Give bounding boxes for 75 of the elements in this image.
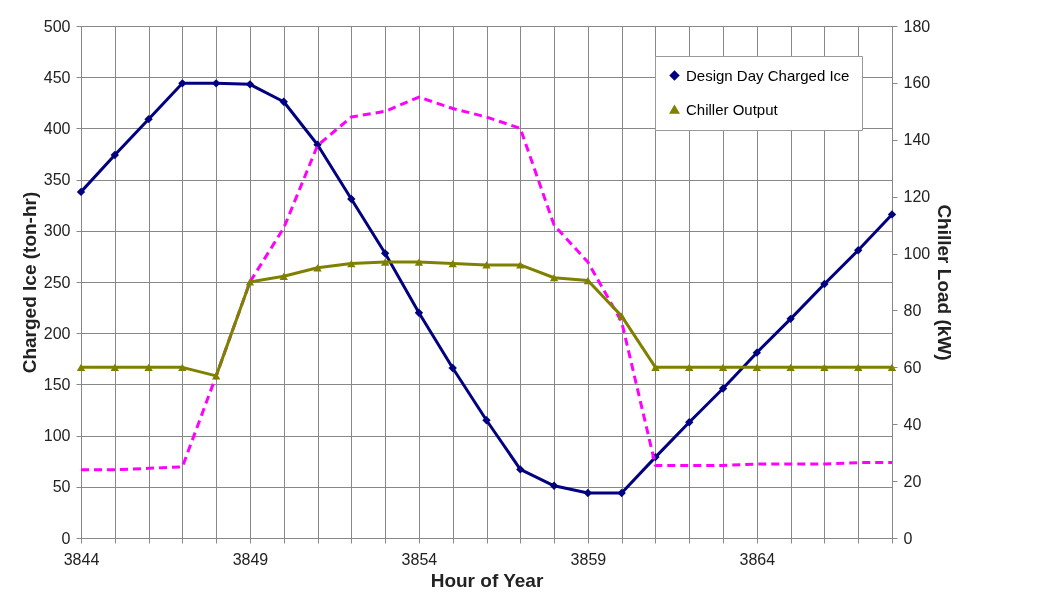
point [279,272,288,280]
y-tick-label: 150 [43,375,71,393]
y-tick-label: 350 [43,171,71,189]
y2-tick-label: 0 [903,529,913,547]
x-tick-label: 3864 [739,550,776,568]
point [854,363,863,371]
point [516,261,525,269]
y2-axis-title: Chiller Load (kW) [934,204,956,361]
point [482,416,491,425]
point [313,264,322,272]
y-axis-title: Charged Ice (ton-hr) [18,191,40,374]
point [448,259,457,268]
y2-tick-label: 60 [903,358,922,376]
point [651,363,660,371]
point [110,150,119,160]
x-tick-label: 3854 [401,550,438,568]
point [887,363,897,371]
y-tick-label: 0 [61,529,71,547]
y2-tick-label: 120 [903,188,931,206]
point [718,363,728,371]
point [245,278,255,286]
point [685,363,694,371]
point [380,258,390,266]
y2-tick-label: 40 [903,415,922,433]
y2-tick-label: 20 [903,472,922,490]
y-tick-label: 450 [43,68,71,86]
point [854,246,863,255]
point [617,312,626,320]
point [786,363,795,371]
point [887,210,897,219]
point [516,465,525,474]
point [245,80,255,89]
point [279,97,288,106]
point [347,194,356,204]
y2-tick-label: 180 [903,17,931,35]
y-tick-label: 100 [43,427,71,445]
x-tick-label: 3844 [63,550,100,568]
y-tick-label: 200 [43,324,71,342]
point [144,115,153,124]
point [482,261,491,269]
x-axis-title: Hour of Year [430,569,544,591]
point [685,418,694,427]
point [144,363,153,371]
legend-label: Chiller Output [686,100,779,118]
point [820,363,829,371]
point [752,348,762,357]
point [786,314,795,324]
point [110,363,119,371]
point [76,187,86,197]
point [178,79,187,88]
y-tick-label: 400 [43,119,71,137]
y2-tick-label: 100 [903,245,931,263]
point [347,259,356,268]
legend-label: Design Day Charged Ice [686,66,850,84]
point [549,481,559,490]
point [820,279,829,289]
point [549,274,559,282]
point [380,249,390,258]
point [718,384,728,393]
y-tick-label: 250 [43,273,71,291]
y2-tick-label: 80 [903,301,922,319]
x-tick-label: 3859 [570,550,607,568]
point [178,363,187,371]
y-tick-label: 50 [52,478,71,496]
point [414,308,424,317]
point [448,363,457,373]
point [752,363,762,371]
point [617,488,626,498]
y2-tick-label: 160 [903,74,931,92]
y-tick-label: 500 [43,17,71,35]
x-tick-label: 3849 [232,550,269,568]
y-tick-label: 300 [43,222,71,240]
y2-tick-label: 140 [903,131,931,149]
point [414,258,424,266]
point [76,363,86,371]
